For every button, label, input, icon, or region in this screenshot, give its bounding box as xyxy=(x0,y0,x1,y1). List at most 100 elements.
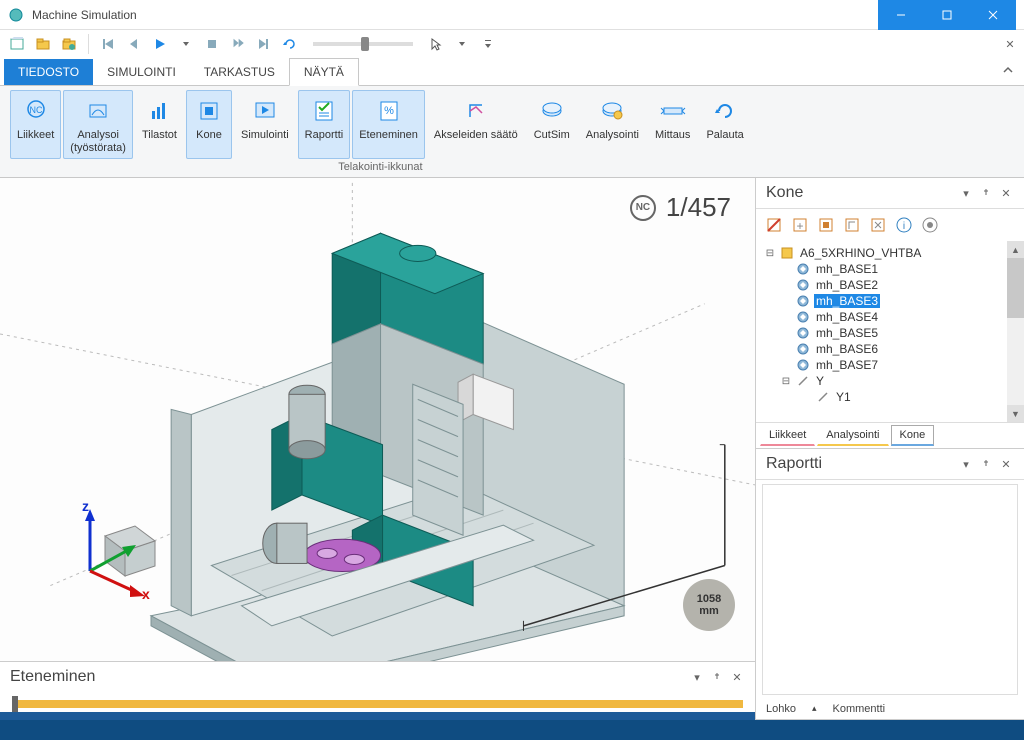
stop-icon[interactable] xyxy=(201,33,223,55)
scale-badge: 1058 mm xyxy=(683,579,735,631)
ribbon-icon: NC xyxy=(20,95,52,127)
kone-menu-icon[interactable]: ▾ xyxy=(958,185,974,201)
ribbon-label: Tilastot xyxy=(142,129,177,142)
nc-badge: NC xyxy=(630,195,656,221)
ribbon-btn-analysointi[interactable]: Analysointi xyxy=(579,90,646,159)
tree-item-mh_base6[interactable]: mh_BASE6 xyxy=(760,341,1020,357)
qat-new-icon[interactable] xyxy=(6,33,28,55)
qat-open2-icon[interactable] xyxy=(58,33,80,55)
kone-tab-analysointi[interactable]: Analysointi xyxy=(817,425,888,446)
tab-file[interactable]: TIEDOSTO xyxy=(4,59,93,85)
tab-simulointi[interactable]: SIMULOINTI xyxy=(93,59,190,85)
kone-tb3-icon[interactable] xyxy=(814,213,838,237)
tree-item-mh_base2[interactable]: mh_BASE2 xyxy=(760,277,1020,293)
node-label: mh_BASE3 xyxy=(814,294,880,308)
ribbon-icon xyxy=(308,95,340,127)
scroll-thumb[interactable] xyxy=(1007,258,1024,318)
kone-pin-icon[interactable] xyxy=(978,185,994,201)
kone-tb4-icon[interactable] xyxy=(840,213,864,237)
tab-tarkastus[interactable]: TARKASTUS xyxy=(190,59,289,85)
kone-close-icon[interactable]: ✕ xyxy=(998,185,1014,201)
progress-bar[interactable] xyxy=(12,700,743,708)
tree-item-mh_base5[interactable]: mh_BASE5 xyxy=(760,325,1020,341)
node-label: Y xyxy=(814,374,826,388)
qat-close-icon[interactable]: ✕ xyxy=(1002,36,1018,52)
speed-slider[interactable] xyxy=(313,42,413,46)
kone-tab-liikkeet[interactable]: Liikkeet xyxy=(760,425,815,446)
ribbon-btn-mittaus[interactable]: Mittaus xyxy=(648,90,697,159)
skip-start-icon[interactable] xyxy=(97,33,119,55)
qat-open-icon[interactable] xyxy=(32,33,54,55)
cursor-dropdown-icon[interactable] xyxy=(451,33,473,55)
kone-tb7-icon[interactable] xyxy=(918,213,942,237)
tab-nayta[interactable]: NÄYTÄ xyxy=(289,58,359,86)
node-icon xyxy=(796,310,810,324)
ribbon-btn-liikkeet[interactable]: NCLiikkeet xyxy=(10,90,61,159)
kone-tab-kone[interactable]: Kone xyxy=(891,425,935,446)
axes-gizmo[interactable]: z x xyxy=(50,501,170,601)
node-label: Y1 xyxy=(834,390,853,404)
raportti-menu-icon[interactable]: ▾ xyxy=(958,456,974,472)
kone-tb5-icon[interactable] xyxy=(866,213,890,237)
ribbon-label: Akseleiden säätö xyxy=(434,129,518,142)
tree-scrollbar[interactable]: ▲ ▼ xyxy=(1007,241,1024,422)
raportti-close-icon[interactable]: ✕ xyxy=(998,456,1014,472)
play-dropdown-icon[interactable] xyxy=(175,33,197,55)
ribbon-btn-simulointi[interactable]: Simulointi xyxy=(234,90,296,159)
tree-item-mh_base4[interactable]: mh_BASE4 xyxy=(760,309,1020,325)
panel-menu-icon[interactable]: ▾ xyxy=(689,669,705,685)
tree-item-mh_base7[interactable]: mh_BASE7 xyxy=(760,357,1020,373)
tree-item-mh_base3[interactable]: mh_BASE3 xyxy=(760,293,1020,309)
axis-icon xyxy=(816,390,830,404)
tree-root[interactable]: ⊟A6_5XRHINO_VHTBA xyxy=(760,245,1020,261)
machine-tree[interactable]: ⊟A6_5XRHINO_VHTBAmh_BASE1mh_BASE2mh_BASE… xyxy=(756,241,1024,422)
panel-pin-icon[interactable] xyxy=(709,669,725,685)
kone-tb6-icon[interactable]: i xyxy=(892,213,916,237)
step-back-icon[interactable] xyxy=(123,33,145,55)
raportti-col-kommentti[interactable]: Kommentti xyxy=(833,703,886,715)
ribbon-btn-tilastot[interactable]: Tilastot xyxy=(135,90,184,159)
close-button[interactable] xyxy=(970,0,1016,30)
ribbon-group-title: Telakointi-ikkunat xyxy=(338,159,422,173)
panel-close-icon[interactable]: ✕ xyxy=(729,669,745,685)
node-icon xyxy=(796,342,810,356)
statusbar xyxy=(0,720,1024,740)
svg-text:+: + xyxy=(796,219,803,233)
maximize-button[interactable] xyxy=(924,0,970,30)
svg-text:%: % xyxy=(384,105,394,117)
ribbon-icon xyxy=(193,95,225,127)
ribbon-btn-raportti[interactable]: Raportti xyxy=(298,90,351,159)
play-icon[interactable] xyxy=(149,33,171,55)
expander-icon[interactable]: ⊟ xyxy=(764,247,776,259)
tree-item-mh_base1[interactable]: mh_BASE1 xyxy=(760,261,1020,277)
step-fwd-icon[interactable] xyxy=(227,33,249,55)
ribbon-icon xyxy=(536,95,568,127)
ribbon-btn-cutsim[interactable]: CutSim xyxy=(527,90,577,159)
scroll-up-icon[interactable]: ▲ xyxy=(1007,241,1024,258)
ribbon-btn-kone[interactable]: Kone xyxy=(186,90,232,159)
raportti-col-lohko[interactable]: Lohko xyxy=(766,703,796,715)
kone-tb2-icon[interactable]: + xyxy=(788,213,812,237)
ribbon-btn-eteneminen[interactable]: %Eteneminen xyxy=(352,90,425,159)
sort-icon[interactable]: ▴ xyxy=(812,703,817,715)
minimize-button[interactable] xyxy=(878,0,924,30)
expander-icon[interactable]: ⊟ xyxy=(780,375,792,387)
tree-item-y[interactable]: ⊟Y xyxy=(760,373,1020,389)
ribbon-label: Mittaus xyxy=(655,129,690,142)
skip-end-icon[interactable] xyxy=(253,33,275,55)
svg-text:NC: NC xyxy=(29,105,42,115)
scroll-down-icon[interactable]: ▼ xyxy=(1007,405,1024,422)
raportti-title: Raportti xyxy=(766,455,954,473)
ribbon-btn-akseleiden-s-t-[interactable]: Akseleiden säätö xyxy=(427,90,525,159)
raportti-body xyxy=(762,484,1018,695)
kone-tb1-icon[interactable] xyxy=(762,213,786,237)
qat-more-icon[interactable] xyxy=(477,33,499,55)
ribbon-collapse-icon[interactable] xyxy=(1002,64,1014,79)
cursor-icon[interactable] xyxy=(425,33,447,55)
ribbon-btn-palauta[interactable]: Palauta xyxy=(699,90,750,159)
raportti-pin-icon[interactable] xyxy=(978,456,994,472)
tree-item-y1[interactable]: Y1 xyxy=(760,389,1020,405)
viewport-3d[interactable]: NC 1/457 xyxy=(0,178,755,661)
loop-icon[interactable] xyxy=(279,33,301,55)
ribbon-btn-analysoi-ty-st-rata-[interactable]: Analysoi(työstörata) xyxy=(63,90,133,159)
